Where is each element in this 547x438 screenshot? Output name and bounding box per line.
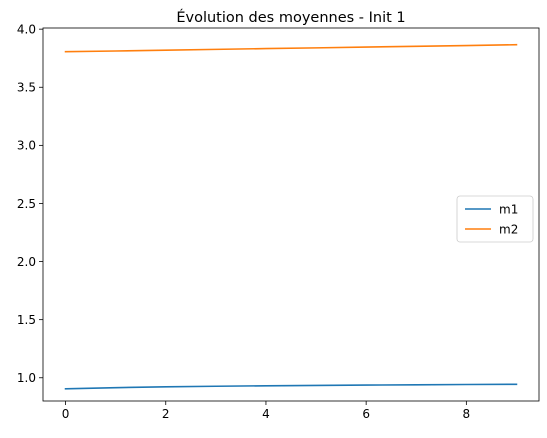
x-tick-label: 8 — [463, 407, 471, 421]
y-tick-label: 1.5 — [17, 313, 36, 327]
y-tick-label: 3.5 — [17, 81, 36, 95]
x-axis: 0 2 4 6 8 — [62, 401, 470, 421]
series-line-m2 — [64, 43, 518, 53]
y-tick-label: 4.0 — [17, 22, 36, 36]
y-tick-label: 2.5 — [17, 197, 36, 211]
x-tick-label: 0 — [62, 407, 70, 421]
series-line-m1 — [64, 383, 518, 390]
y-tick-label: 1.0 — [17, 371, 36, 385]
x-tick-label: 4 — [262, 407, 270, 421]
x-tick-label: 2 — [162, 407, 170, 421]
chart-title: Évolution des moyennes - Init 1 — [176, 9, 405, 26]
series-group — [64, 43, 518, 390]
x-tick-label: 6 — [362, 407, 370, 421]
legend-label-m2: m2 — [499, 222, 518, 236]
plot-frame — [42, 27, 540, 402]
y-tick-label: 3.0 — [17, 139, 36, 153]
y-tick-label: 2.0 — [17, 255, 36, 269]
legend-label-m1: m1 — [499, 202, 518, 216]
legend-box — [456, 195, 534, 243]
y-axis: 1.0 1.5 2.0 2.5 3.0 3.5 4.0 — [17, 22, 43, 385]
